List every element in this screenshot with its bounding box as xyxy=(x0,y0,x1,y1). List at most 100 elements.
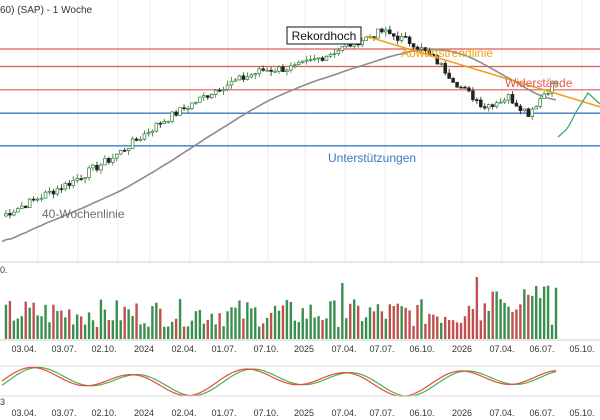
volume-bar-49 xyxy=(194,311,198,339)
volume-bar-103 xyxy=(408,310,411,339)
candle-body-15 xyxy=(59,188,64,190)
candle-body-6 xyxy=(23,205,28,208)
resistance-label: Widerstände xyxy=(505,76,573,90)
volume-bar-138 xyxy=(546,285,550,339)
volume-bar-88 xyxy=(349,303,352,339)
volume-bar-72 xyxy=(285,299,289,339)
volume-bar-92 xyxy=(364,317,368,339)
volume-bar-9 xyxy=(36,315,39,339)
candle-body-97 xyxy=(384,29,388,33)
volume-bar-57 xyxy=(226,311,229,339)
volume-bar-40 xyxy=(159,308,162,339)
candle-body-102 xyxy=(403,36,408,38)
candle-body-108 xyxy=(427,50,432,55)
candle-body-62 xyxy=(245,76,250,80)
volume-bar-83 xyxy=(329,301,332,339)
candle-body-35 xyxy=(138,138,143,141)
volume-bar-24 xyxy=(95,326,99,339)
volume-bar-137 xyxy=(542,286,546,339)
volume-bar-2 xyxy=(8,300,12,339)
volume-bar-132 xyxy=(523,289,526,339)
volume-x-tick-3: 2024 xyxy=(134,344,154,354)
volume-bar-62 xyxy=(246,302,249,339)
candle-body-64 xyxy=(253,73,258,76)
candle-body-85 xyxy=(336,50,341,55)
volume-bar-56 xyxy=(222,326,225,339)
volume-bar-82 xyxy=(325,318,328,339)
volume-bar-122 xyxy=(483,303,486,339)
volume-bar-71 xyxy=(281,305,285,339)
volume-bar-131 xyxy=(519,304,522,339)
candle-body-69 xyxy=(273,70,277,73)
candle-body-127 xyxy=(502,99,507,103)
volume-bar-10 xyxy=(40,316,43,339)
candle-body-4 xyxy=(16,208,20,213)
volume-bar-99 xyxy=(392,305,395,339)
volume-bar-66 xyxy=(261,323,265,339)
candle-body-12 xyxy=(47,190,52,193)
candle-body-124 xyxy=(490,104,495,107)
candle-body-140 xyxy=(554,81,558,84)
candle-body-33 xyxy=(130,138,135,149)
volume-bar-6 xyxy=(24,301,27,339)
volume-bar-86 xyxy=(341,283,344,339)
candle-body-131 xyxy=(518,105,523,112)
oscillator-x-tick-14: 05.10. xyxy=(569,408,594,418)
volume-bar-47 xyxy=(186,326,190,339)
candle-body-71 xyxy=(281,66,285,72)
oscillator-slow-line xyxy=(1,366,557,397)
candle-body-82 xyxy=(324,55,329,61)
candle-body-55 xyxy=(217,89,222,92)
projection-arrow xyxy=(557,92,600,138)
volume-bar-22 xyxy=(87,312,91,339)
axis-labels: 03.04. 03.07. 02.10. 2024 02.04. 01.07. 07.10.… xyxy=(11,344,594,418)
oscillator-x-tick-8: 07.04. xyxy=(331,408,356,418)
volume-bar-36 xyxy=(143,323,146,339)
volume-bar-48 xyxy=(190,320,194,339)
volume-bar-69 xyxy=(273,305,277,339)
grid-lines xyxy=(0,0,600,341)
candle-body-107 xyxy=(423,47,428,52)
volume-bar-96 xyxy=(380,311,384,339)
candle-body-27 xyxy=(107,158,111,163)
volume-bar-140 xyxy=(554,287,558,339)
volume-bar-139 xyxy=(550,324,554,339)
volume-bar-80 xyxy=(317,316,320,339)
candle-body-129 xyxy=(510,94,515,104)
candle-body-37 xyxy=(146,132,151,135)
candle-body-105 xyxy=(415,46,420,50)
volume-x-tick-13: 06.07. xyxy=(529,344,554,354)
candle-body-75 xyxy=(297,61,301,66)
oscillator-lines xyxy=(0,365,600,397)
candle-body-92 xyxy=(364,36,368,41)
moving-average-path xyxy=(1,48,557,243)
volume-bar-23 xyxy=(91,320,95,339)
volume-x-tick-14: 05.10. xyxy=(569,344,594,354)
volume-bar-63 xyxy=(250,308,253,339)
volume-bar-12 xyxy=(48,322,51,339)
candle-body-42 xyxy=(166,120,170,123)
candle-body-63 xyxy=(249,74,254,78)
candle-body-98 xyxy=(388,29,392,35)
candle-body-113 xyxy=(447,72,451,79)
volume-bar-17 xyxy=(68,309,71,339)
volume-bar-35 xyxy=(139,324,142,339)
candle-body-32 xyxy=(126,148,131,151)
candle-body-67 xyxy=(265,69,269,72)
candle-body-14 xyxy=(55,188,60,195)
candle-body-96 xyxy=(380,28,384,33)
volume-bar-29 xyxy=(115,300,118,339)
volume-bar-136 xyxy=(538,298,542,339)
oscillator-x-tick-5: 01.07. xyxy=(211,408,236,418)
volume-bar-133 xyxy=(527,294,530,339)
candle-body-74 xyxy=(293,64,297,67)
candle-body-10 xyxy=(39,197,44,200)
oscillator-x-tick-10: 06.10. xyxy=(409,408,434,418)
volume-bar-97 xyxy=(384,318,388,339)
candle-body-9 xyxy=(35,198,40,201)
candle-body-45 xyxy=(178,107,182,116)
volume-bar-46 xyxy=(182,326,186,339)
volume-bar-117 xyxy=(463,316,467,339)
volume-bar-107 xyxy=(424,323,427,339)
